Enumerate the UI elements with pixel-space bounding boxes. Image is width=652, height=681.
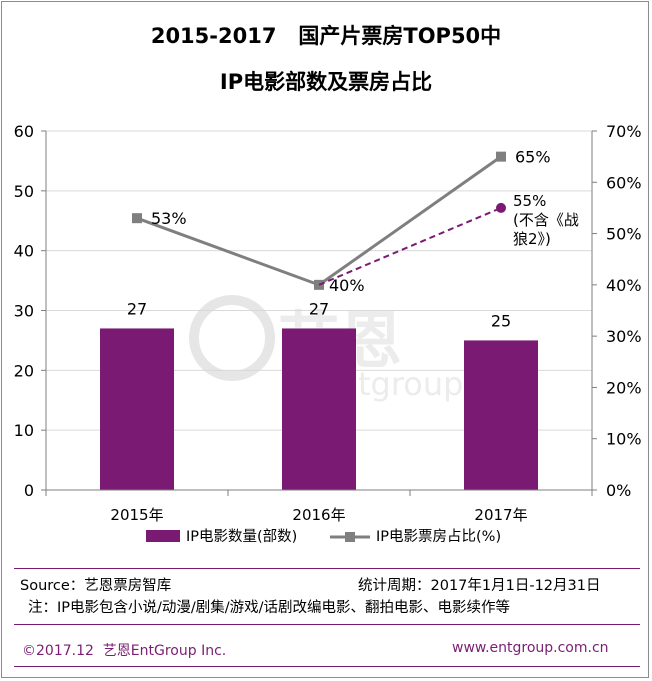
source-note: Source：艺恩票房智库: [20, 578, 172, 594]
data-labels: 27 27 25 53% 40% 65% 55%(不含《战狼2》): [127, 148, 579, 331]
y-left-tick-label: 0: [24, 481, 34, 500]
line-series: [132, 151, 506, 290]
remark-note: 注：IP电影包含小说/动漫/剧集/游戏/话剧改编电影、翻拍电影、电影续作等: [28, 600, 511, 616]
x-tick-label: 2017年: [474, 506, 527, 524]
dashed-excluding-line: [318, 207, 502, 286]
x-tick-label: 2016年: [292, 506, 345, 524]
y-right-tick-label: 20%: [606, 378, 642, 397]
line-value-label: 40%: [329, 276, 365, 295]
bar-value-label: 27: [127, 299, 147, 318]
watermark-logo-icon: [189, 295, 275, 381]
legend-bar-label: IP电影数量(部数): [186, 528, 297, 545]
y-right-tick-label: 10%: [606, 430, 642, 449]
y-left-tick-label: 40: [14, 242, 34, 261]
bar-series: [100, 328, 538, 490]
y-left-tick-label: 20: [14, 361, 34, 380]
footer-website: www.entgroup.com.cn: [452, 640, 609, 656]
y-right-tick-label: 30%: [606, 327, 642, 346]
y-left-tick-label: 30: [14, 302, 34, 321]
chart-title-line2: IP电影部数及票房占比: [219, 70, 433, 94]
y-right-tick-label: 60%: [606, 173, 642, 192]
notes-bottom-rule: [14, 624, 640, 625]
chart-title-line1: 2015-2017 国产片票房TOP50中: [150, 24, 502, 48]
footer-copyright: ©2017.12 艺恩EntGroup Inc.: [22, 643, 227, 659]
combo-chart: 艺恩entgroup 01020304050600%10%20%30%40%50…: [14, 122, 642, 545]
legend-line-marker-icon: [345, 532, 355, 542]
annotation-point: [496, 202, 506, 213]
bar-2017年: [464, 340, 538, 490]
legend-line-label: IP电影票房占比(%): [376, 528, 501, 545]
y-right-tick-label: 0%: [606, 481, 631, 500]
line-value-label: 65%: [515, 148, 551, 167]
notes-top-rule: [14, 568, 640, 569]
legend: IP电影数量(部数) IP电影票房占比(%): [146, 528, 501, 545]
y-right-tick-label: 70%: [606, 122, 642, 141]
footer-rule: [14, 666, 640, 667]
bar-value-label: 25: [491, 311, 511, 330]
y-left-tick-label: 60: [14, 122, 34, 141]
y-left-tick-label: 10: [14, 421, 34, 440]
y-right-tick-label: 40%: [606, 276, 642, 295]
bar-2016年: [282, 328, 356, 490]
period-note: 统计周期：2017年1月1日-12月31日: [358, 578, 601, 594]
legend-bar-swatch: [146, 530, 180, 542]
annotation-label-line: 55%: [513, 192, 546, 210]
line-point-2015年: [132, 213, 142, 224]
line-share-path: [136, 155, 502, 287]
annotation-label-line: (不含《战: [513, 211, 579, 229]
x-tick-label: 2015年: [110, 506, 163, 524]
annotation-label-line: 狼2》): [513, 230, 551, 248]
line-point-2017年: [496, 151, 506, 162]
y-left-tick-label: 50: [14, 182, 34, 201]
line-value-label: 53%: [151, 209, 187, 228]
axes: 0 10 20 30 40 50 60 0% 10% 20% 30% 40% 50% 60% 70% 2015…: [14, 122, 642, 524]
y-right-tick-label: 50%: [606, 225, 642, 244]
bar-value-label: 27: [309, 299, 329, 318]
bar-2015年: [100, 328, 174, 490]
